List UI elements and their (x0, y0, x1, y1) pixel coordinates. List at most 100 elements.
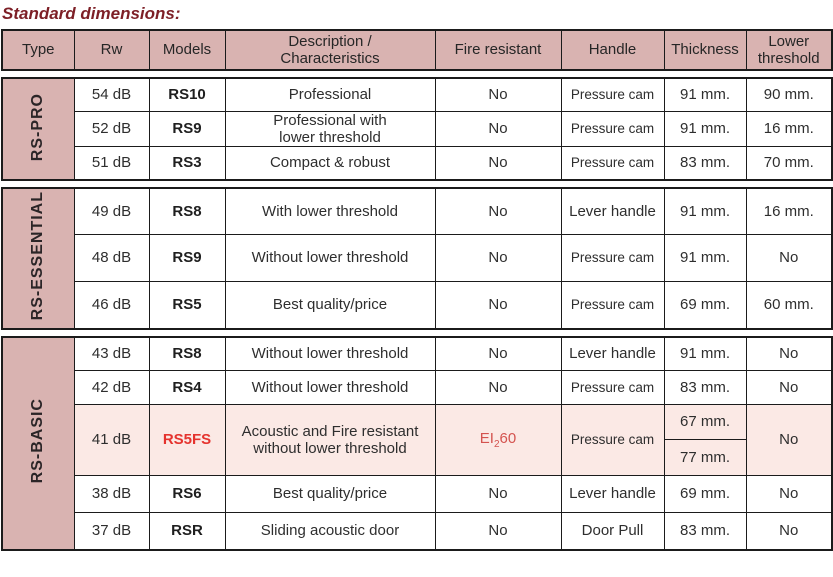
fire-resistant-cell: No (434, 77, 562, 112)
section-type-cell: RS-ESSENTIAL (1, 187, 75, 329)
lower-threshold-cell: No (745, 336, 833, 371)
rw-cell: 46 dB (73, 281, 150, 329)
fire-resistant-cell: No (434, 475, 562, 513)
description-cell: Best quality/price (224, 475, 436, 513)
table-row: RS-ESSENTIAL 49 dB RS8 With lower thresh… (1, 187, 833, 329)
description-cell: Acoustic and Fire resistant without lowe… (224, 404, 436, 476)
handle-cell: Pressure cam (560, 234, 665, 282)
fire-resistant-cell: No (434, 336, 562, 371)
table-row: 51 dB RS3 Compact & robust No Pressure c… (2, 146, 833, 180)
column-header-fire-resistant: Fire resistant (434, 29, 562, 71)
rw-cell: 48 dB (73, 234, 150, 282)
handle-cell: Pressure cam (560, 281, 665, 329)
lower-threshold-cell: No (745, 370, 833, 405)
table-header: Type Rw Models Description / Characteris… (1, 29, 833, 71)
rw-cell: 42 dB (73, 370, 150, 405)
lower-threshold-cell: 16 mm. (745, 187, 833, 235)
model-cell: RS9 (148, 110, 226, 147)
lower-threshold-cell: 90 mm. (745, 77, 833, 112)
thickness-cell: 91 mm. (663, 110, 747, 147)
fire-resistant-cell: No (434, 370, 562, 405)
table-row: RS-BASIC 43 dB RS8 Without lower thresho… (1, 336, 833, 550)
thickness-cell: 91 mm. (663, 336, 747, 371)
handle-cell: Lever handle (560, 336, 665, 371)
model-cell: RS5 (148, 281, 226, 329)
table-row: 37 dB RSR Sliding acoustic door No Door … (2, 512, 833, 550)
thickness-cell: 91 mm. (663, 187, 747, 235)
rw-cell: 37 dB (73, 512, 150, 550)
fire-resistant-cell: No (434, 146, 562, 180)
lower-threshold-cell: No (745, 512, 833, 550)
handle-cell: Pressure cam (560, 146, 665, 180)
rw-cell: 52 dB (73, 110, 150, 147)
description-cell: Without lower threshold (224, 370, 436, 405)
column-header-thickness: Thickness (663, 29, 747, 71)
section-label-rs-basic: RS-BASIC (29, 398, 47, 484)
description-cell: Professional with lower threshold (224, 110, 436, 147)
lower-threshold-cell: No (745, 404, 833, 476)
model-cell: RS8 (148, 187, 226, 235)
thickness-cell-split: 67 mm. 77 mm. (663, 404, 747, 476)
header-row: Type Rw Models Description / Characteris… (1, 29, 833, 71)
description-cell: Professional (224, 77, 436, 112)
section-rs-essential: RS-ESSENTIAL 49 dB RS8 With lower thresh… (1, 186, 833, 330)
table-row: 52 dB RS9 Professional with lower thresh… (2, 110, 833, 147)
rw-cell: 43 dB (73, 336, 150, 371)
description-cell: Without lower threshold (224, 336, 436, 371)
section-rs-basic: RS-BASIC 43 dB RS8 Without lower thresho… (1, 335, 833, 551)
page: Standard dimensions: Type Rw Models Desc… (0, 4, 833, 551)
lower-threshold-cell: 60 mm. (745, 281, 833, 329)
lower-threshold-cell: 16 mm. (745, 110, 833, 147)
description-cell: Best quality/price (224, 281, 436, 329)
thickness-lower-value: 77 mm. (679, 448, 730, 466)
section-type-cell: RS-BASIC (1, 336, 75, 550)
fire-resistant-cell: No (434, 234, 562, 282)
description-cell: With lower threshold (224, 187, 436, 235)
model-cell: RS4 (148, 370, 226, 405)
description-cell: Without lower threshold (224, 234, 436, 282)
fire-resistant-cell: No (434, 512, 562, 550)
table-row: 38 dB RS6 Best quality/price No Lever ha… (2, 475, 833, 513)
column-header-rw: Rw (73, 29, 150, 71)
column-header-handle: Handle (560, 29, 665, 71)
column-header-models: Models (148, 29, 226, 71)
section-rs-pro: RS-PRO 54 dB RS10 Professional No Pressu… (1, 77, 833, 181)
section-type-cell: RS-PRO (1, 77, 75, 180)
thickness-cell: 83 mm. (663, 512, 747, 550)
model-cell: RS10 (148, 77, 226, 112)
thickness-cell: 83 mm. (663, 146, 747, 180)
fire-resistant-cell: EI260 (434, 404, 562, 476)
thickness-cell: 91 mm. (663, 234, 747, 282)
table-row: 46 dB RS5 Best quality/price No Pressure… (2, 281, 833, 329)
lower-threshold-cell: No (745, 475, 833, 513)
table-row-highlighted: 41 dB RS5FS Acoustic and Fire resistant … (2, 404, 833, 476)
fire-resistant-cell: No (434, 110, 562, 147)
fire-resistant-cell: No (434, 281, 562, 329)
column-header-lower-threshold: Lower threshold (745, 29, 833, 71)
model-cell: RS5FS (148, 404, 226, 476)
thickness-upper-value: 67 mm. (665, 406, 745, 440)
handle-cell: Lever handle (560, 187, 665, 235)
model-cell: RSR (148, 512, 226, 550)
thickness-cell: 69 mm. (663, 475, 747, 513)
lower-threshold-cell: No (745, 234, 833, 282)
table-row: RS-PRO 54 dB RS10 Professional No Pressu… (1, 77, 833, 180)
model-cell: RS8 (148, 336, 226, 371)
table-row: 42 dB RS4 Without lower threshold No Pre… (2, 370, 833, 405)
description-cell: Sliding acoustic door (224, 512, 436, 550)
handle-cell: Pressure cam (560, 404, 665, 476)
model-cell: RS9 (148, 234, 226, 282)
section-label-rs-pro: RS-PRO (29, 92, 47, 161)
handle-cell: Pressure cam (560, 370, 665, 405)
thickness-cell: 83 mm. (663, 370, 747, 405)
rw-cell: 41 dB (73, 404, 150, 476)
rw-cell: 54 dB (73, 77, 150, 112)
handle-cell: Lever handle (560, 475, 665, 513)
table-row: 48 dB RS9 Without lower threshold No Pre… (2, 234, 833, 282)
rw-cell: 49 dB (73, 187, 150, 235)
thickness-cell: 69 mm. (663, 281, 747, 329)
column-header-type: Type (1, 29, 75, 71)
lower-threshold-cell: 70 mm. (745, 146, 833, 180)
page-title: Standard dimensions: (2, 4, 181, 23)
description-cell: Compact & robust (224, 146, 436, 180)
